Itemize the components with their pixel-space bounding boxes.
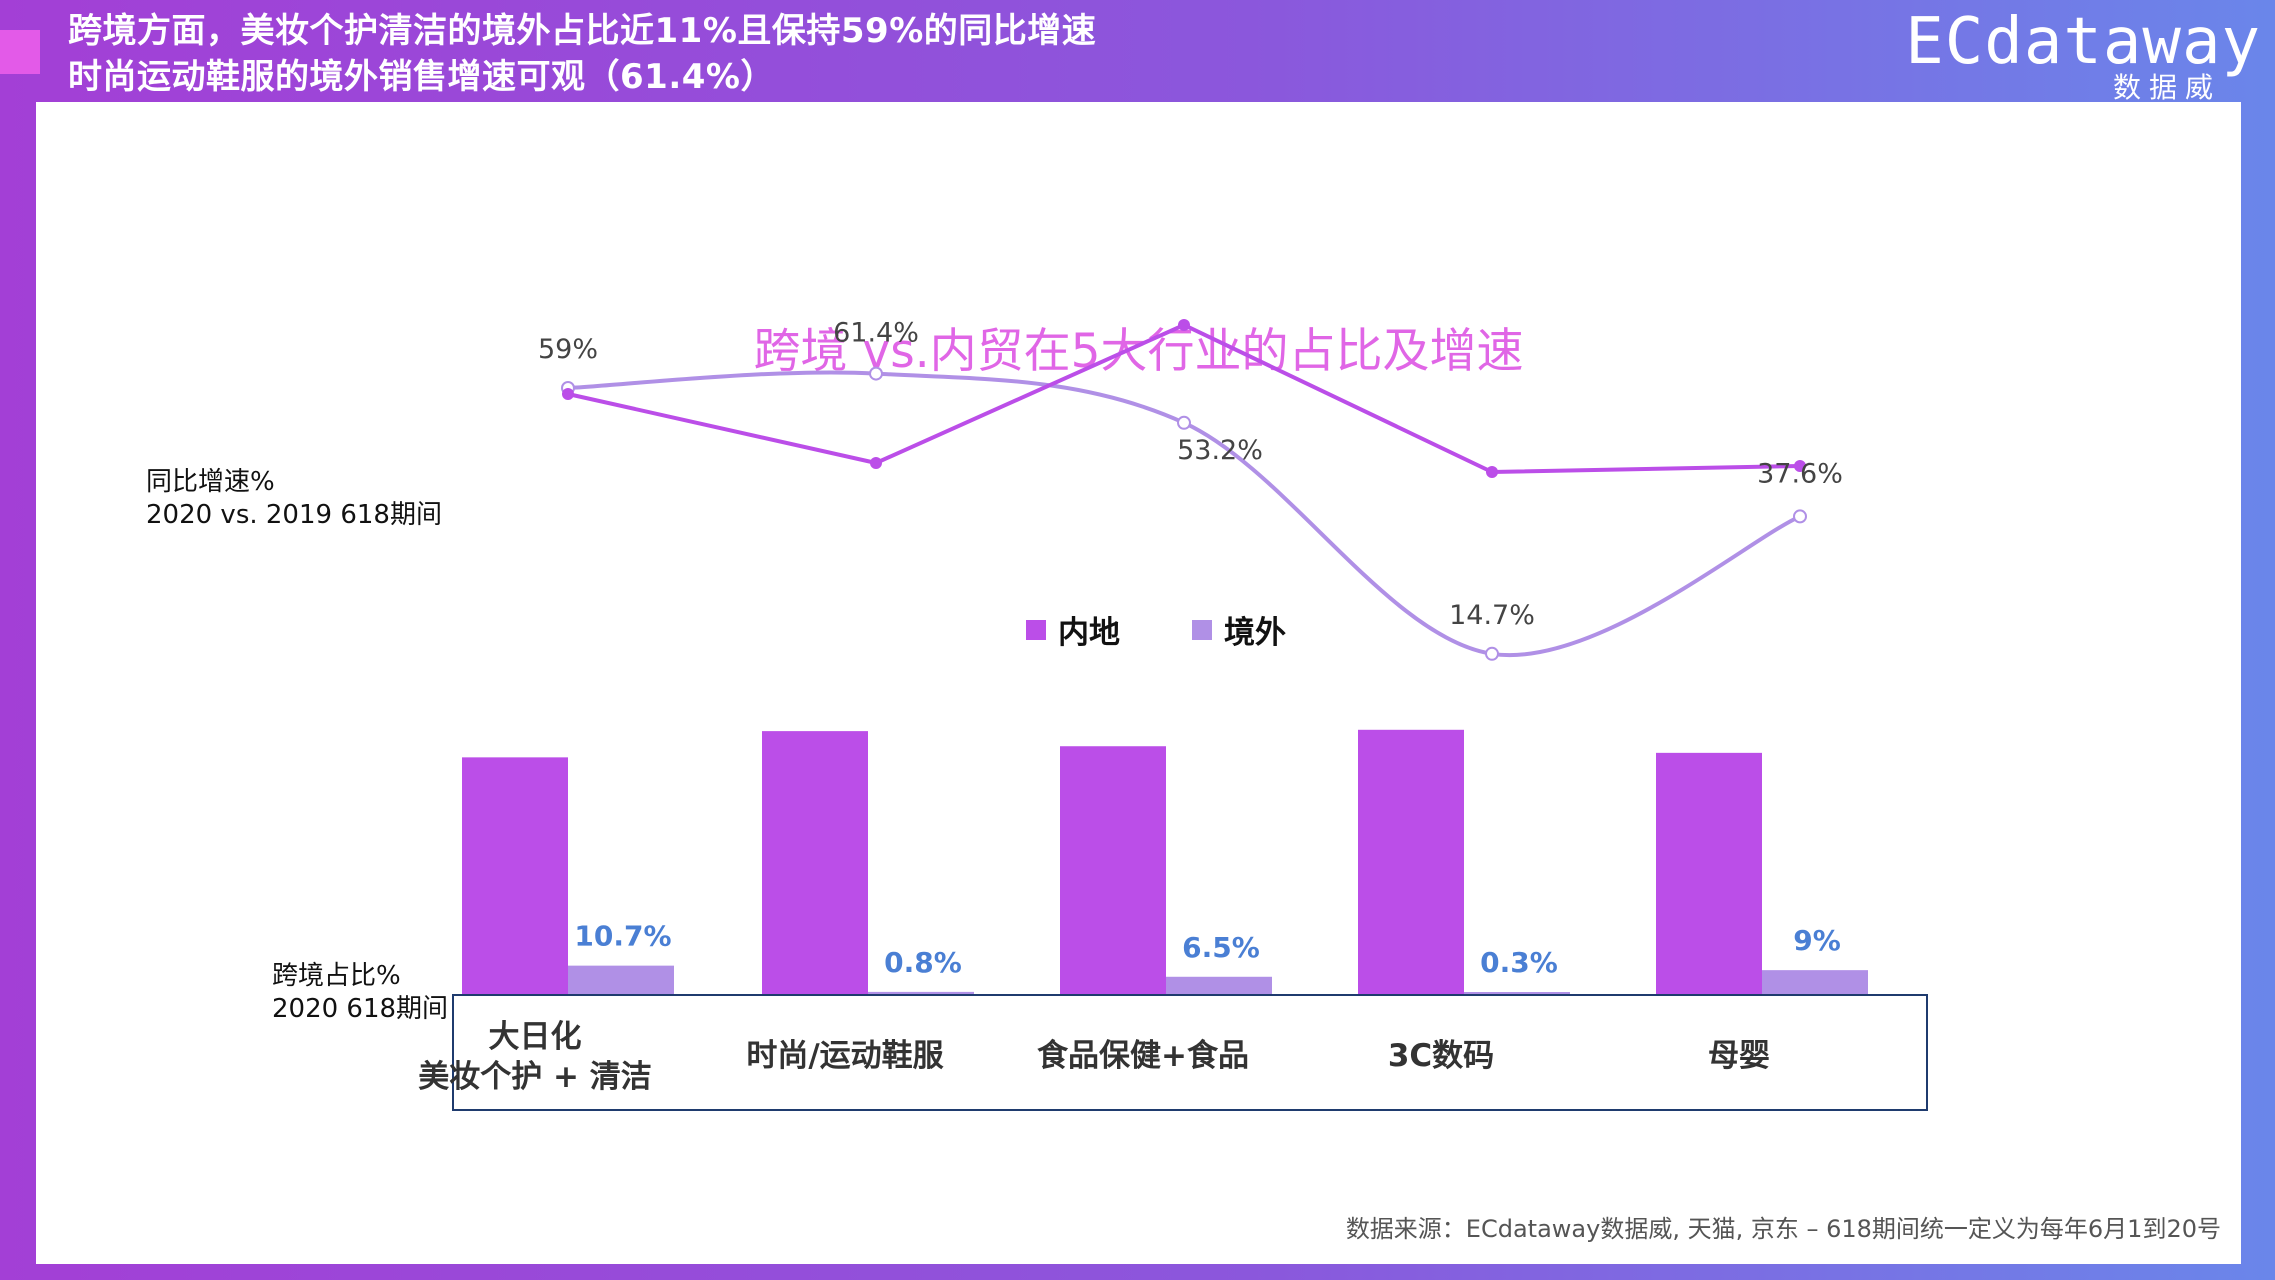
legend-swatch-domestic: [1026, 619, 1046, 640]
page-title-line2: 时尚运动鞋服的境外销售增速可观（61.4%）: [68, 57, 775, 97]
category-label-4: 母婴: [1708, 1038, 1770, 1074]
bar-domestic-1: [762, 731, 868, 994]
bar-overseas-1: [868, 991, 974, 994]
legend-label-domestic: 内地: [1058, 615, 1120, 651]
growth-axis-title: 同比增速%: [146, 467, 275, 497]
legend-swatch-overseas: [1192, 619, 1212, 640]
growth-axis-label: 同比增速% 2020 vs. 2019 618期间: [146, 466, 442, 532]
chart-panel: 跨境 vs.内贸在5大行业的占比及增速 同比增速% 2020 vs. 2019 …: [36, 102, 2241, 1264]
growth-point-domestic-3: [1486, 466, 1498, 478]
growth-point-overseas-2: [1177, 415, 1191, 430]
growth-data-label-4: 37.6%: [1757, 458, 1843, 489]
growth-point-overseas-3: [1485, 646, 1499, 661]
growth-data-label-1: 61.4%: [833, 318, 919, 349]
category-label-1: 时尚/运动鞋服: [746, 1038, 943, 1074]
bar-overseas-0: [568, 965, 674, 994]
share-axis-label: 跨境占比% 2020 618期间: [272, 960, 448, 1026]
share-axis-title: 跨境占比%: [272, 961, 401, 991]
share-axis-subtitle: 2020 618期间: [272, 994, 449, 1024]
growth-data-label-0: 59%: [538, 334, 598, 365]
header-accent-square: [0, 30, 40, 74]
legend-label-overseas: 境外: [1224, 615, 1286, 651]
growth-data-label-2: 53.2%: [1177, 435, 1263, 466]
legend-item-domestic: 内地: [1026, 607, 1120, 652]
brand-logo: ECdataway 数据威: [1901, 4, 2261, 104]
growth-point-domestic-0: [562, 388, 574, 400]
growth-point-domestic-4: [1794, 460, 1806, 472]
legend-item-overseas: 境外: [1192, 607, 1286, 652]
bar-overseas-4: [1762, 970, 1868, 994]
growth-point-overseas-1: [869, 366, 883, 381]
share-data-label-4: 9%: [1793, 924, 1841, 957]
growth-axis-subtitle: 2020 vs. 2019 618期间: [146, 500, 442, 530]
bar-domestic-2: [1060, 746, 1166, 994]
page-title-line1: 跨境方面，美妆个护清洁的境外占比近11%且保持59%的同比增速: [68, 11, 1097, 51]
chart-legend: 内地 境外: [1026, 607, 1358, 652]
category-axis-box: [452, 994, 1928, 1111]
share-data-label-2: 6.5%: [1182, 931, 1260, 964]
category-label-line1-0: 大日化: [489, 1019, 582, 1055]
bar-domestic-3: [1358, 729, 1464, 994]
growth-point-domestic-2: [1178, 319, 1190, 331]
bar-overseas-3: [1464, 992, 1570, 994]
share-data-label-3: 0.3%: [1480, 946, 1558, 979]
logo-subtitle: 数据威: [2112, 71, 2221, 104]
bar-domestic-4: [1656, 752, 1762, 994]
growth-point-domestic-1: [870, 457, 882, 469]
logo-wordmark: ECdataway: [1905, 5, 2261, 79]
share-data-label-0: 10.7%: [574, 920, 671, 953]
category-label-line2-0: 美妆个护 + 清洁: [418, 1059, 652, 1095]
category-label-3: 3C数码: [1388, 1038, 1494, 1074]
category-label-2: 食品保健+食品: [1037, 1038, 1249, 1074]
growth-data-label-3: 14.7%: [1449, 600, 1535, 631]
growth-point-overseas-4: [1793, 509, 1807, 524]
bar-domestic-0: [462, 757, 568, 994]
bar-overseas-2: [1166, 976, 1272, 994]
share-data-label-1: 0.8%: [884, 946, 962, 979]
source-note: 数据来源：ECdataway数据威, 天猫, 京东 – 618期间统一定义为每年…: [1345, 1215, 2221, 1243]
page-title: 跨境方面，美妆个护清洁的境外占比近11%且保持59%的同比增速 时尚运动鞋服的境…: [68, 8, 1096, 100]
growth-line-overseas: [567, 370, 1801, 658]
